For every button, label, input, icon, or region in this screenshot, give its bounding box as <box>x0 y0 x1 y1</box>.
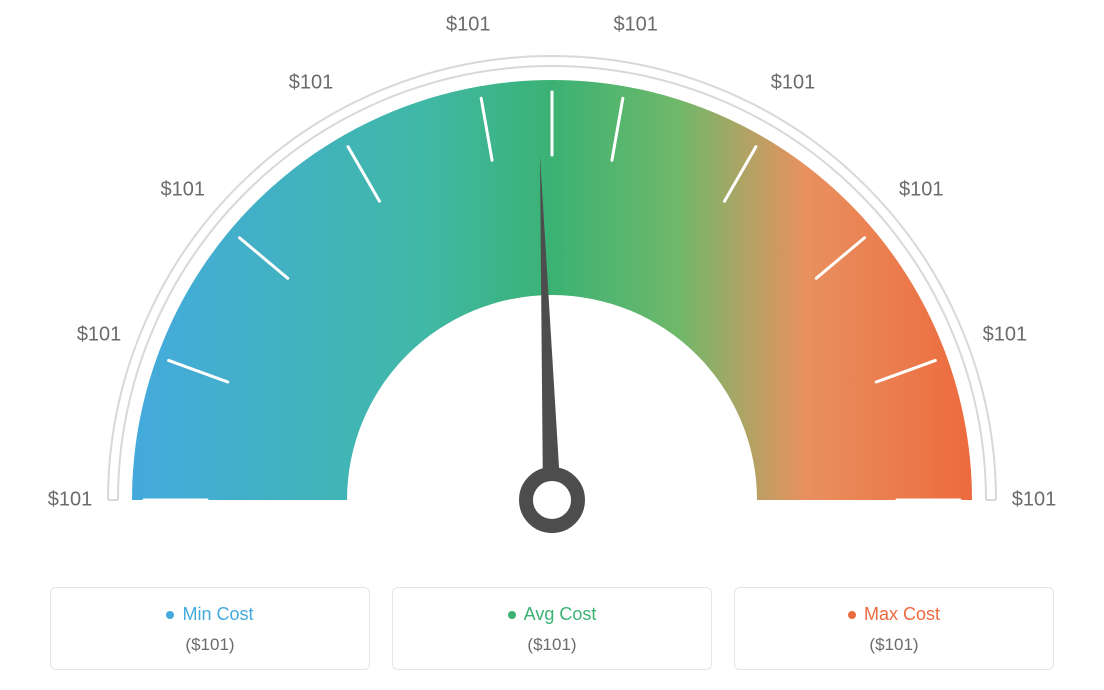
legend-avg-text: Avg Cost <box>524 604 597 625</box>
dot-icon <box>848 611 856 619</box>
scale-label: $101 <box>77 324 122 347</box>
legend-max-label: Max Cost <box>848 604 940 625</box>
gauge-area: $101 $101 $101 $101 $101 $101 $101 $101 $101 $101 <box>0 0 1104 580</box>
legend-min-box: Min Cost ($101) <box>50 587 370 670</box>
legend-max-box: Max Cost ($101) <box>734 587 1054 670</box>
legend-min-label: Min Cost <box>166 604 253 625</box>
scale-label: $101 <box>1012 489 1057 512</box>
legend-avg-value: ($101) <box>393 635 711 655</box>
legend-max-value: ($101) <box>735 635 1053 655</box>
scale-label: $101 <box>48 489 93 512</box>
scale-label: $101 <box>446 14 491 37</box>
scale-label: $101 <box>899 179 944 202</box>
legend-row: Min Cost ($101) Avg Cost ($101) Max Cost… <box>0 587 1104 670</box>
dot-icon <box>508 611 516 619</box>
legend-min-text: Min Cost <box>182 604 253 625</box>
legend-max-text: Max Cost <box>864 604 940 625</box>
scale-label: $101 <box>613 14 658 37</box>
legend-avg-label: Avg Cost <box>508 604 597 625</box>
scale-label: $101 <box>983 324 1028 347</box>
gauge-svg <box>0 0 1104 580</box>
legend-avg-box: Avg Cost ($101) <box>392 587 712 670</box>
dot-icon <box>166 611 174 619</box>
scale-label: $101 <box>161 179 206 202</box>
gauge-chart-container: $101$101$101$101$101$101$101$101$101$101… <box>0 0 1104 690</box>
scale-label: $101 <box>771 71 816 94</box>
legend-min-value: ($101) <box>51 635 369 655</box>
scale-label: $101 <box>289 71 334 94</box>
